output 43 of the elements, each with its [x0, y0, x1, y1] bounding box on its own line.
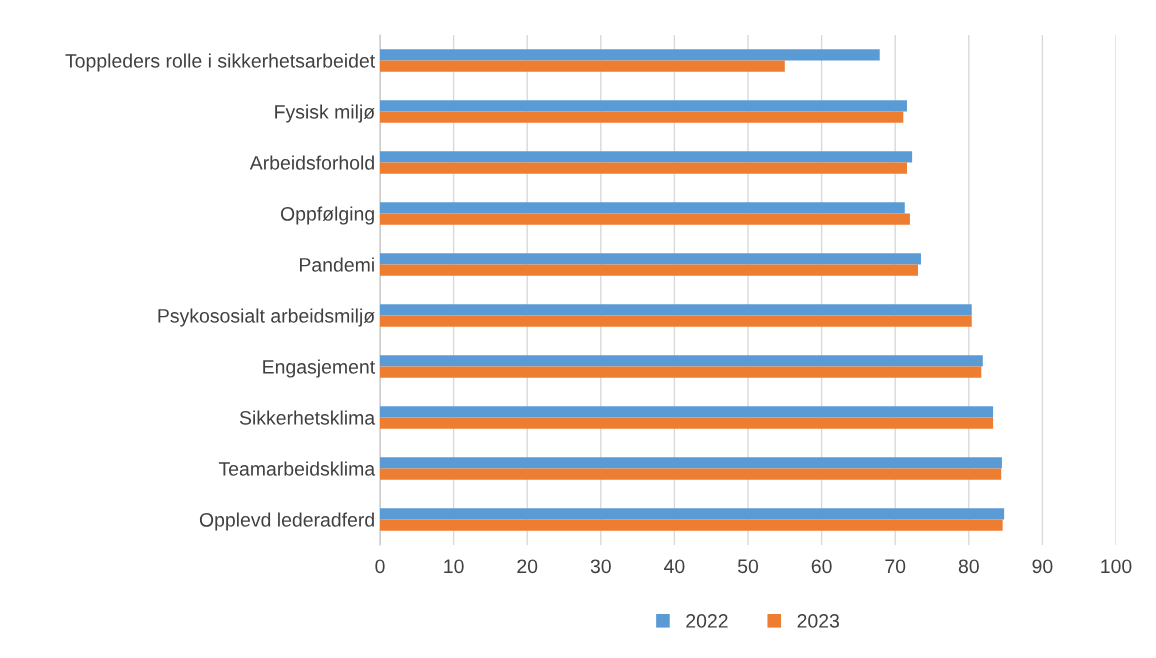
bar	[380, 264, 919, 276]
bar	[380, 355, 983, 367]
x-tick-label: 50	[737, 559, 759, 574]
x-tick-label: 10	[444, 559, 464, 574]
bar	[380, 111, 904, 123]
y-tick-label: Oppfølging	[280, 206, 374, 225]
x-tick-label: 40	[664, 559, 685, 574]
bar	[380, 60, 785, 72]
y-tick-label: Toppleders rolle i sikkerhetsarbeidet	[65, 53, 376, 72]
bar	[380, 162, 907, 174]
bar	[380, 304, 972, 316]
y-tick-label: Teamarbeidsklima	[218, 461, 376, 476]
legend-label: 2023	[797, 614, 840, 628]
x-tick-label: 70	[885, 559, 906, 574]
y-tick-label: Pandemi	[300, 257, 374, 272]
y-tick-label: Sikkerhetsklima	[239, 410, 376, 425]
bar	[380, 213, 910, 225]
x-tick-label: 80	[958, 559, 979, 574]
bar	[380, 457, 1002, 469]
x-tick-label: 100	[1101, 559, 1132, 574]
bar	[380, 315, 972, 327]
bar	[380, 468, 1002, 480]
y-tick-label: Opplevd lederadferd	[199, 512, 374, 531]
y-tick-label: Engasjement	[263, 359, 375, 378]
bar	[380, 202, 905, 214]
x-tick-label: 90	[1032, 559, 1053, 574]
bar	[380, 151, 913, 163]
y-tick-label: Arbeidsforhold	[249, 155, 374, 170]
y-tick-label: Fysisk miljø	[275, 104, 375, 123]
x-tick-label: 60	[811, 559, 832, 574]
bar	[380, 366, 982, 378]
bar	[380, 49, 880, 61]
bar	[380, 253, 921, 265]
bar	[380, 508, 1005, 520]
x-tick-label: 0	[375, 559, 385, 574]
legend-label: 2022	[686, 614, 728, 628]
x-tick-label: 30	[590, 559, 611, 574]
y-tick-label: Psykososialt arbeidsmiljø	[158, 308, 375, 327]
bar	[380, 406, 994, 418]
bar	[380, 417, 994, 429]
bar	[380, 100, 907, 112]
bar	[380, 519, 1003, 531]
x-tick-label: 20	[517, 559, 538, 574]
